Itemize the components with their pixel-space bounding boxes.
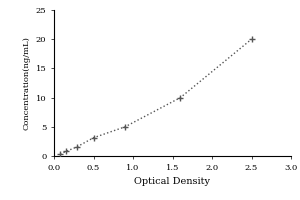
X-axis label: Optical Density: Optical Density — [134, 177, 211, 186]
Y-axis label: Concentration(ng/mL): Concentration(ng/mL) — [22, 36, 30, 130]
